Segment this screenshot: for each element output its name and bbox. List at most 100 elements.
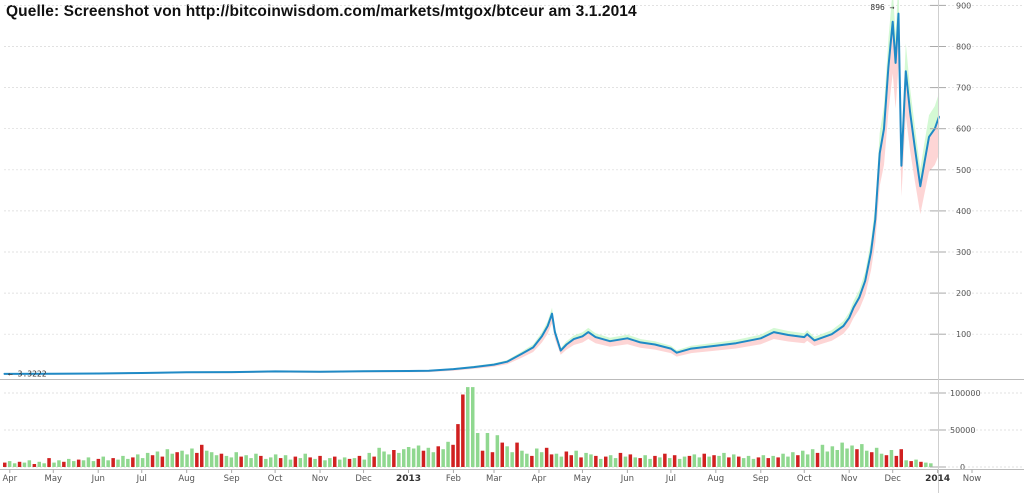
volume-bar: [27, 460, 32, 467]
volume-bar: [638, 458, 642, 467]
volume-bar: [475, 433, 480, 467]
price-point: [547, 325, 549, 327]
price-point: [362, 370, 365, 372]
time-tick-label: Nov: [312, 474, 329, 484]
price-point: [870, 251, 872, 253]
volume-bar: [52, 462, 56, 467]
volume-bar: [771, 455, 775, 467]
volume-bar: [12, 463, 17, 467]
price-point: [735, 342, 737, 344]
time-tick-label: Jun: [91, 474, 105, 484]
volume-bar: [76, 459, 81, 467]
volume-bar: [126, 458, 130, 467]
price-tick-label: 300: [956, 248, 971, 257]
price-point: [186, 371, 188, 373]
price-point: [473, 366, 475, 368]
price-point: [573, 338, 575, 340]
volume-bar: [623, 456, 628, 467]
price-point: [853, 306, 855, 309]
volume-bar: [205, 450, 209, 467]
volume-bar: [515, 442, 519, 467]
price-point: [874, 218, 876, 220]
volume-bar: [756, 457, 761, 467]
volume-bar: [145, 452, 150, 467]
volume-bar: [569, 455, 573, 467]
price-point: [919, 185, 921, 187]
price-point: [887, 66, 890, 68]
volume-bar: [594, 455, 598, 467]
price-point: [900, 165, 903, 167]
volume-bar: [751, 458, 756, 467]
price-point: [803, 336, 805, 338]
price-point: [690, 348, 692, 350]
up-range-band: [4, 0, 940, 374]
volume-bar: [406, 447, 411, 467]
volume-bar: [150, 455, 155, 467]
volume-bar: [3, 462, 7, 467]
volume-bar: [111, 458, 115, 467]
volume-bar: [273, 454, 278, 467]
volume-bar: [608, 455, 613, 467]
volume-bar: [37, 461, 41, 467]
volume-bar: [402, 449, 406, 467]
volume-bar: [574, 450, 578, 467]
time-tick-label: Dec: [884, 474, 901, 484]
price-point: [928, 136, 930, 138]
volume-bar: [599, 458, 603, 467]
volume-bar: [313, 458, 317, 467]
volume-bar: [362, 459, 367, 467]
price-point: [858, 296, 861, 298]
volume-bar: [796, 455, 800, 467]
price-point: [895, 62, 897, 64]
volume-bar: [899, 449, 903, 467]
volume-bar: [195, 452, 199, 467]
volume-bar: [712, 455, 716, 467]
volume-bar: [288, 459, 293, 467]
volume-bar: [338, 459, 342, 467]
price-point: [892, 21, 894, 23]
price-point: [883, 128, 885, 130]
volume-bar: [850, 445, 854, 467]
volume-bar: [234, 452, 238, 467]
volume-bar: [32, 464, 37, 467]
volume-bar: [801, 450, 805, 467]
volume-bar: [121, 455, 125, 467]
price-point: [532, 346, 534, 348]
volume-bar: [106, 460, 110, 467]
volume-bar: [47, 458, 51, 467]
volume-bar: [692, 454, 697, 467]
volume-bar: [259, 455, 263, 467]
volume-bar: [653, 455, 657, 467]
volume-bar: [845, 448, 849, 467]
volume-bar: [352, 458, 357, 467]
price-point: [654, 343, 656, 346]
time-tick-label: Jun: [620, 474, 634, 484]
volume-bar: [382, 451, 386, 467]
volume-bar: [397, 452, 401, 467]
volume-bar: [91, 461, 96, 467]
volume-bar: [244, 455, 248, 467]
price-point: [924, 161, 926, 163]
volume-bar: [722, 452, 726, 467]
volume-bar: [490, 452, 495, 467]
volume-bar: [786, 456, 790, 467]
volume-bar: [387, 454, 391, 467]
volume-bar: [254, 453, 258, 467]
price-point: [639, 341, 642, 343]
volume-bar: [431, 452, 436, 467]
volume-bar: [17, 461, 22, 467]
time-tick-label: Sep: [753, 474, 769, 484]
price-tick-label: 800: [956, 43, 971, 52]
price-point: [274, 370, 276, 372]
price-point: [231, 371, 233, 373]
volume-bar: [165, 449, 170, 467]
volume-bar: [416, 445, 421, 467]
volume-bar: [894, 455, 899, 467]
volume-bar: [761, 455, 766, 467]
volume-bar: [559, 456, 564, 467]
volume-bar: [663, 453, 667, 467]
down-range-band: [4, 13, 940, 375]
volume-bar: [298, 458, 303, 467]
volume-bar: [81, 460, 86, 467]
volume-bar: [643, 455, 647, 467]
